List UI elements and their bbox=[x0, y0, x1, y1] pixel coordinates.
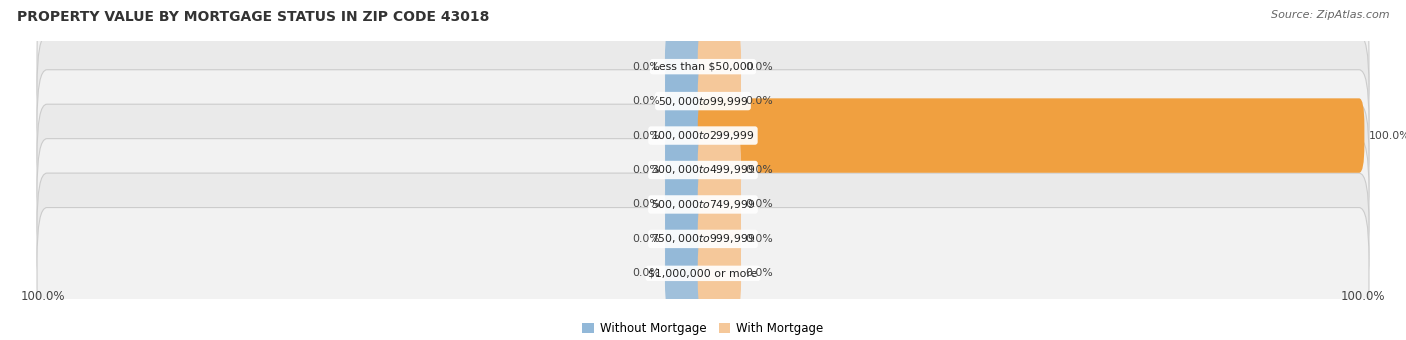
FancyBboxPatch shape bbox=[665, 167, 709, 242]
Legend: Without Mortgage, With Mortgage: Without Mortgage, With Mortgage bbox=[578, 317, 828, 340]
FancyBboxPatch shape bbox=[665, 236, 709, 310]
FancyBboxPatch shape bbox=[665, 98, 709, 173]
FancyBboxPatch shape bbox=[697, 167, 741, 242]
Text: 0.0%: 0.0% bbox=[745, 62, 773, 72]
FancyBboxPatch shape bbox=[697, 64, 741, 138]
FancyBboxPatch shape bbox=[37, 139, 1369, 270]
FancyBboxPatch shape bbox=[37, 70, 1369, 201]
Text: $750,000 to $999,999: $750,000 to $999,999 bbox=[651, 233, 755, 245]
Text: 0.0%: 0.0% bbox=[633, 234, 661, 244]
FancyBboxPatch shape bbox=[697, 98, 1364, 173]
Text: 0.0%: 0.0% bbox=[633, 268, 661, 278]
FancyBboxPatch shape bbox=[37, 35, 1369, 167]
Text: 0.0%: 0.0% bbox=[633, 200, 661, 209]
FancyBboxPatch shape bbox=[697, 236, 741, 310]
Text: Source: ZipAtlas.com: Source: ZipAtlas.com bbox=[1271, 10, 1389, 20]
FancyBboxPatch shape bbox=[697, 133, 741, 207]
Text: 0.0%: 0.0% bbox=[745, 268, 773, 278]
Text: 100.0%: 100.0% bbox=[1341, 290, 1385, 303]
Text: $50,000 to $99,999: $50,000 to $99,999 bbox=[658, 95, 748, 107]
FancyBboxPatch shape bbox=[665, 64, 709, 138]
FancyBboxPatch shape bbox=[37, 173, 1369, 305]
Text: 0.0%: 0.0% bbox=[745, 96, 773, 106]
Text: 100.0%: 100.0% bbox=[1369, 131, 1406, 140]
FancyBboxPatch shape bbox=[37, 1, 1369, 133]
Text: Less than $50,000: Less than $50,000 bbox=[652, 62, 754, 72]
Text: $1,000,000 or more: $1,000,000 or more bbox=[648, 268, 758, 278]
Text: $500,000 to $749,999: $500,000 to $749,999 bbox=[651, 198, 755, 211]
FancyBboxPatch shape bbox=[697, 202, 741, 276]
Text: 0.0%: 0.0% bbox=[633, 131, 661, 140]
Text: 0.0%: 0.0% bbox=[745, 200, 773, 209]
Text: 0.0%: 0.0% bbox=[633, 165, 661, 175]
Text: 0.0%: 0.0% bbox=[745, 165, 773, 175]
Text: PROPERTY VALUE BY MORTGAGE STATUS IN ZIP CODE 43018: PROPERTY VALUE BY MORTGAGE STATUS IN ZIP… bbox=[17, 10, 489, 24]
Text: 0.0%: 0.0% bbox=[745, 234, 773, 244]
FancyBboxPatch shape bbox=[665, 30, 709, 104]
FancyBboxPatch shape bbox=[697, 30, 741, 104]
FancyBboxPatch shape bbox=[37, 207, 1369, 339]
FancyBboxPatch shape bbox=[37, 104, 1369, 236]
Text: 0.0%: 0.0% bbox=[633, 62, 661, 72]
Text: 100.0%: 100.0% bbox=[21, 290, 65, 303]
Text: $100,000 to $299,999: $100,000 to $299,999 bbox=[651, 129, 755, 142]
FancyBboxPatch shape bbox=[665, 202, 709, 276]
Text: 0.0%: 0.0% bbox=[633, 96, 661, 106]
FancyBboxPatch shape bbox=[665, 133, 709, 207]
Text: $300,000 to $499,999: $300,000 to $499,999 bbox=[651, 164, 755, 176]
